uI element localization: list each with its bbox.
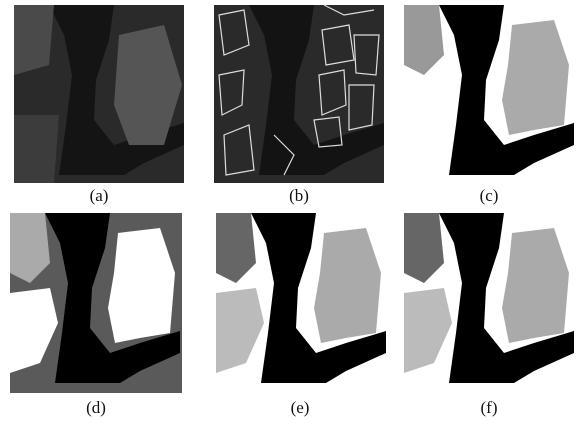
panel-d <box>10 213 182 393</box>
panel-f <box>404 213 574 393</box>
panel-label: (b) <box>289 186 309 205</box>
panel-label: (f) <box>481 398 498 417</box>
panel-label: (d) <box>86 398 106 417</box>
panel-label: (c) <box>480 186 499 205</box>
panel-label: (e) <box>291 398 310 417</box>
panel-label: (a) <box>90 186 109 205</box>
panel-a <box>14 5 184 183</box>
panel-b <box>214 4 384 183</box>
panel-e <box>216 213 386 393</box>
panel-c <box>404 5 574 183</box>
